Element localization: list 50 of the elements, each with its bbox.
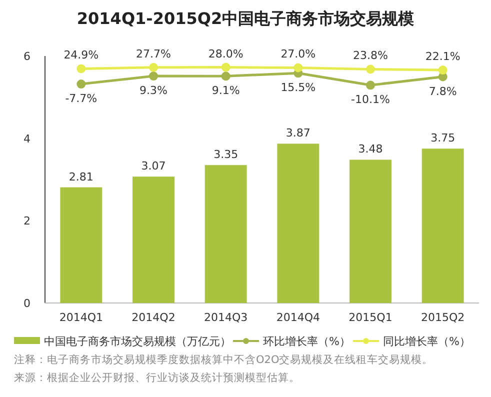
y-tick-label: 2 <box>24 214 30 228</box>
data-label: -7.7% <box>65 92 98 106</box>
point <box>438 66 448 75</box>
bar <box>132 176 174 303</box>
data-label: 27.7% <box>136 47 171 60</box>
x-tick-label: 2014Q3 <box>204 311 248 324</box>
x-tick-label: 2014Q2 <box>132 311 176 324</box>
data-label: 15.5% <box>280 81 316 94</box>
point <box>221 62 230 72</box>
data-label: 24.9% <box>64 48 99 62</box>
data-label: 2.81 <box>68 170 94 184</box>
point <box>366 80 375 90</box>
bar <box>60 187 102 303</box>
y-tick-label: 0 <box>24 297 30 310</box>
point <box>294 63 303 72</box>
data-label: 3.48 <box>358 142 383 156</box>
point <box>149 72 158 81</box>
bar <box>422 148 464 303</box>
bar <box>277 144 320 303</box>
data-label: 22.1% <box>425 50 460 64</box>
data-label: 9.1% <box>212 84 240 98</box>
legend-label: 中国电子商务市场交易规模（万亿元） <box>44 335 231 348</box>
chart-title: 2014Q1-2015Q2中国电子商务市场交易规模 <box>76 9 414 28</box>
data-label: 27.0% <box>280 48 316 61</box>
point <box>149 62 158 72</box>
data-label: 23.8% <box>353 49 388 62</box>
y-tick-label: 6 <box>24 50 30 63</box>
data-label: 3.35 <box>214 148 238 162</box>
point <box>76 64 86 74</box>
data-label: 7.8% <box>428 84 457 98</box>
x-tick-label: 2015Q2 <box>421 311 465 324</box>
text: 注释：电子商务市场交易规模季度数据核算中不含O2O交易规模及在线租车交易规模。 <box>14 353 434 366</box>
y-tick-label: 4 <box>24 132 30 146</box>
legend-label: 同比增长率（%） <box>383 335 470 348</box>
x-tick-label: 2014Q1 <box>59 311 103 324</box>
data-label: -10.1% <box>351 93 390 106</box>
data-label: 3.87 <box>286 126 310 140</box>
source-note: 来源：根据企业公开财报、行业访谈及统计预测模型估算。 <box>14 371 300 384</box>
data-label: 9.3% <box>140 84 168 98</box>
x-tick-label: 2014Q4 <box>276 311 320 324</box>
bar <box>204 165 247 303</box>
data-label: 3.75 <box>430 132 456 145</box>
data-label: 3.07 <box>141 160 166 173</box>
data-label: 28.0% <box>208 47 244 60</box>
point <box>366 64 375 74</box>
bar <box>350 160 392 303</box>
point <box>221 72 230 81</box>
point <box>76 80 86 89</box>
x-tick-label: 2015Q1 <box>348 311 392 324</box>
legend-label: 环比增长率（%） <box>263 335 350 348</box>
